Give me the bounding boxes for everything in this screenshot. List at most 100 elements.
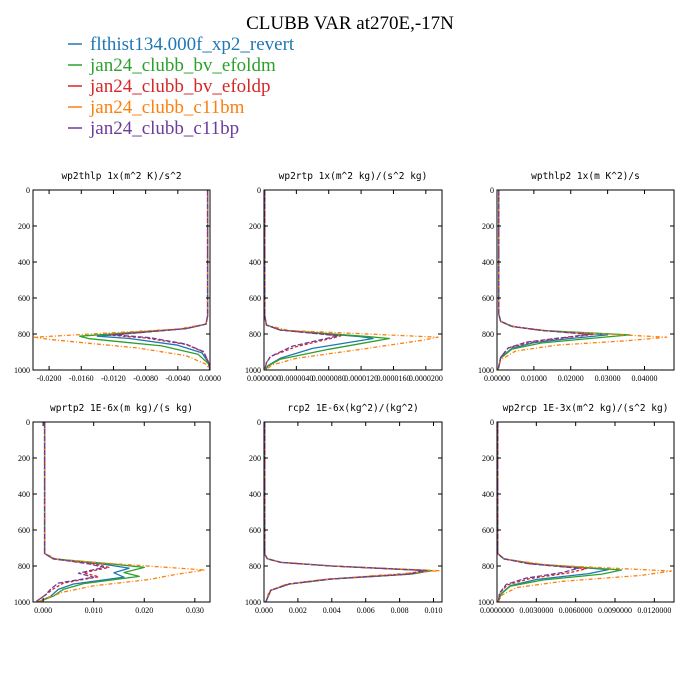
series-line [264,190,374,370]
series-group [35,422,206,602]
panel-title: wp2thlp 1x(m^2 K)/s^2 [61,171,181,182]
x-tick-label: 0.004 [323,606,341,615]
x-tick-label: 0.000 [34,606,52,615]
chart-panel: wp2thlp 1x(m^2 K)/s^2 0 200 400 600 800 1000 -0… [14,171,221,383]
series-line [497,190,631,370]
y-tick-label: 400 [18,258,30,267]
series-line [497,190,609,370]
x-tick-label: -0.0200 [37,374,62,383]
y-tick-label: 200 [482,454,494,463]
x-tick-label: -0.0160 [69,374,94,383]
x-tick-label: 0.030 [186,606,204,615]
y-tick-label: 200 [249,222,261,231]
series-line [35,422,110,602]
x-tick-label: 0.03000 [595,374,621,383]
panel-title: wp2rtp 1x(m^2 kg)/(s^2 kg) [279,171,428,182]
legend-entry: flthist134.000f_xp2_revert [68,34,295,55]
panels: wp2thlp 1x(m^2 K)/s^2 0 200 400 600 800 1000 -0… [14,171,675,615]
x-tick-label: 0.0000000 [480,606,514,615]
plot-frame [32,421,211,603]
x-tick-label: 0.020 [135,606,153,615]
plot-frame [496,421,675,603]
y-tick-label: 600 [482,526,494,535]
x-tick-label: 0.0000160 [376,374,410,383]
legend-entry: jan24_clubb_bv_efoldm [68,55,276,76]
series-line [96,190,210,370]
legend: flthist134.000f_xp2_revertjan24_clubb_bv… [68,34,295,139]
x-tick-label: 0.0000 [199,374,221,383]
chart-panel: wp2rcp 1E-3x(m^2 kg)/(s^2 kg) 0 200 400 600 8… [478,403,675,615]
x-tick-label: 0.0090000 [598,606,632,615]
chart-panel: wprtp2 1E-6x(m kg)/(s kg) 0 200 400 600 800 10… [14,403,211,615]
plot-frame [263,421,443,603]
y-tick-label: 0 [490,418,494,427]
y-tick-label: 1000 [14,366,30,375]
x-tick-label: 0.0030000 [519,606,553,615]
y-tick-label: 400 [482,490,494,499]
y-tick-label: 400 [482,258,494,267]
y-tick-label: 600 [482,294,494,303]
legend-label: jan24_clubb_bv_efoldm [89,55,276,76]
y-tick-label: 400 [249,490,261,499]
series-line [264,190,439,370]
series-group [264,422,441,602]
series-line [264,422,441,602]
x-tick-label: -0.0120 [101,374,126,383]
x-tick-label: 0.010 [85,606,103,615]
y-tick-label: 200 [482,222,494,231]
y-tick-label: 1000 [245,598,261,607]
legend-label: flthist134.000f_xp2_revert [90,34,295,55]
x-tick-label: 0.0120000 [637,606,671,615]
y-tick-label: 0 [257,418,261,427]
y-tick-label: 400 [249,258,261,267]
series-line [264,190,391,370]
x-tick-label: 0.008 [391,606,409,615]
series-group [497,190,668,370]
y-tick-label: 800 [18,562,30,571]
series-line [112,190,210,370]
x-tick-label: 0.0000080 [312,374,346,383]
y-tick-label: 800 [249,330,261,339]
series-line [264,422,428,602]
plot-frame [32,189,211,371]
series-line [497,422,579,602]
plot-frame [496,189,675,371]
panel-title: rcp2 1E-6x(kg^2)/(kg^2) [287,403,419,414]
y-tick-label: 200 [249,454,261,463]
x-tick-label: 0.0060000 [559,606,593,615]
y-tick-label: 800 [18,330,30,339]
chart-panel: wpthlp2 1x(m K^2)/s 0 200 400 600 800 10000.00… [478,171,675,383]
y-tick-label: 600 [249,526,261,535]
figure-title: CLUBB VAR at270E,-17N [246,13,454,34]
y-tick-label: 600 [18,294,30,303]
x-tick-label: 0.000 [255,606,273,615]
y-tick-label: 800 [482,562,494,571]
y-tick-label: 0 [26,186,30,195]
series-line [264,422,433,602]
y-tick-label: 200 [18,222,30,231]
series-line [264,190,342,370]
x-tick-label: 0.010 [425,606,443,615]
y-tick-label: 1000 [478,366,494,375]
x-tick-label: 0.00000 [484,374,510,383]
series-line [37,422,145,602]
series-line [37,422,206,602]
y-tick-label: 1000 [245,366,261,375]
panel-title: wprtp2 1E-6x(m kg)/(s kg) [50,403,193,414]
y-tick-label: 0 [490,186,494,195]
plot-frame [263,189,443,371]
x-tick-label: 0.04000 [632,374,658,383]
y-tick-label: 0 [257,186,261,195]
y-tick-label: 1000 [14,598,30,607]
x-tick-label: 0.02000 [558,374,584,383]
series-line [497,422,673,602]
x-tick-label: -0.0040 [165,374,190,383]
series-group [497,422,673,602]
chart-panel: wp2rtp 1x(m^2 kg)/(s^2 kg) 0 200 400 600 800 1… [245,171,443,383]
y-tick-label: 200 [18,454,30,463]
series-group [33,190,210,370]
series-line [497,422,623,602]
y-tick-label: 600 [249,294,261,303]
legend-label: jan24_clubb_c11bp [89,118,239,139]
